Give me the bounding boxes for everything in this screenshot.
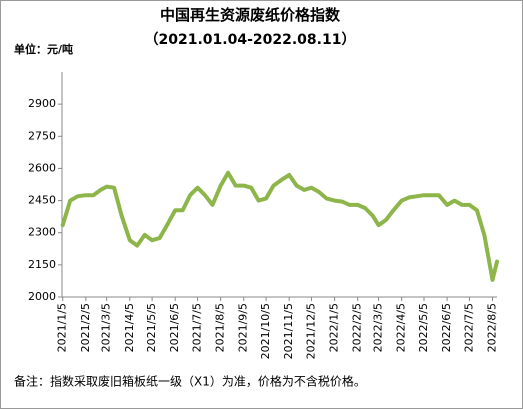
x-tick-label: 2022/8/5 xyxy=(486,303,499,352)
y-tick-label: 2600 xyxy=(28,161,56,174)
y-tick-label: 2750 xyxy=(28,129,56,142)
x-tick-label: 2021/11/5 xyxy=(282,303,295,359)
x-tick-label: 2022/2/5 xyxy=(351,303,364,352)
data-line xyxy=(60,170,499,282)
x-tick-label: 2022/1/5 xyxy=(328,303,341,352)
y-tick-label: 2300 xyxy=(28,226,56,239)
x-tick-label: 2021/5/5 xyxy=(145,303,158,352)
x-tick-label: 2022/7/5 xyxy=(462,303,475,352)
x-tick-label: 2021/4/5 xyxy=(123,303,136,352)
x-tick-label: 2021/12/5 xyxy=(305,303,318,359)
chart-subtitle: （2021.01.04-2022.08.11） xyxy=(145,32,356,48)
x-tick-label: 2021/3/5 xyxy=(100,303,113,352)
x-tick-label: 2021/8/5 xyxy=(214,303,227,352)
x-tick-label: 2021/10/5 xyxy=(259,303,272,359)
x-tick-label: 2022/6/5 xyxy=(440,303,453,352)
y-tick-label: 2900 xyxy=(28,97,56,110)
chart-title: 中国再生资源废纸价格指数 xyxy=(160,6,341,24)
x-tick-label: 2021/7/5 xyxy=(191,303,204,352)
y-tick-label: 2150 xyxy=(28,258,56,271)
x-tick-label: 2021/6/5 xyxy=(168,303,181,352)
x-tick-label: 2022/3/5 xyxy=(372,303,385,352)
x-tick-label: 2021/2/5 xyxy=(79,303,92,352)
y-tick-label: 2450 xyxy=(28,194,56,207)
x-tick-label: 2021/9/5 xyxy=(237,303,250,352)
x-tick-label: 2022/4/5 xyxy=(395,303,408,352)
unit-label: 单位：元/吨 xyxy=(14,42,73,56)
x-tick-label: 2021/1/5 xyxy=(56,303,69,352)
footnote: 备注：指数采取废旧箱板纸一级（X1）为准，价格为不含税价格。 xyxy=(14,374,366,389)
x-tick-label: 2022/5/5 xyxy=(417,303,430,352)
y-tick-label: 2000 xyxy=(28,290,56,303)
